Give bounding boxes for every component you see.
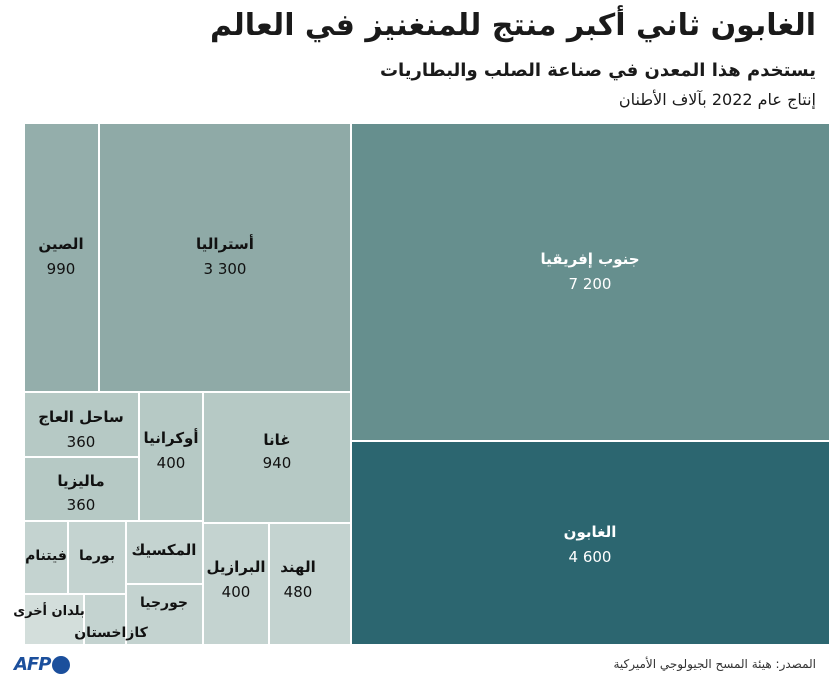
treemap-value-brazil: 400 (222, 583, 251, 601)
logo-dot-icon (52, 655, 71, 674)
treemap-cell-australia (98, 122, 352, 393)
treemap-cell-vietnam (23, 520, 69, 595)
treemap-label-malaysia: ماليزيا (57, 472, 104, 490)
treemap-cell-burma (67, 520, 127, 595)
treemap-label-kazakhstan: كازاخستان (74, 625, 148, 641)
treemap-label-burma: بورما (79, 548, 115, 564)
treemap-cell-malaysia (23, 456, 140, 522)
treemap-value-south-africa: 7 200 (569, 275, 612, 293)
treemap-label-ghana: غانا (263, 431, 290, 449)
treemap-cell-ghana (202, 391, 352, 524)
chart-unit-label: إنتاج عام 2022 بآلاف الأطنان (618, 90, 816, 109)
page-title: الغابون ثاني أكبر منتج للمنغنيز في العال… (209, 8, 816, 43)
treemap-cell-georgia (125, 583, 204, 646)
treemap-label-australia: أستراليا (196, 234, 254, 253)
treemap-cell-china (23, 122, 100, 393)
treemap-value-malaysia: 360 (67, 496, 96, 514)
page-subtitle: يستخدم هذا المعدن في صناعة الصلب والبطار… (379, 60, 816, 81)
treemap-label-india: الهند (280, 558, 315, 576)
treemap-label-ukraine: أوكرانيا (143, 428, 198, 447)
treemap-label-mexico: المكسيك (132, 541, 197, 559)
treemap-label-gabon: الغابون (564, 523, 617, 541)
treemap-value-gabon: 4 600 (569, 548, 612, 566)
treemap-value-ghana: 940 (263, 454, 292, 472)
treemap-value-ukraine: 400 (157, 454, 186, 472)
treemap-label-brazil: البرازيل (206, 558, 265, 576)
treemap-label-ivory-coast: ساحل العاج (38, 408, 124, 426)
treemap-value-ivory-coast: 360 (67, 433, 96, 451)
afp-logo: AFP (14, 654, 71, 675)
treemap-value-china: 990 (47, 260, 76, 278)
treemap-value-australia: 3 300 (204, 260, 247, 278)
treemap-cell-other-countries (23, 593, 85, 646)
treemap-value-india: 480 (284, 583, 313, 601)
source-note: المصدر: هيئة المسح الجيولوجي الأميركية (613, 657, 816, 671)
treemap-cell-india (268, 522, 352, 646)
treemap-label-vietnam: فيتنام (25, 548, 67, 564)
treemap-label-south-africa: جنوب إفريقيا (540, 250, 639, 268)
treemap-label-georgia: جورجيا (140, 595, 188, 611)
treemap-cell-brazil (202, 522, 270, 646)
treemap-cell-gabon (350, 440, 830, 646)
logo-text: AFP (14, 654, 51, 675)
treemap-cell-ukraine (138, 391, 204, 522)
treemap-label-other-countries: بلدان أخرى (13, 602, 85, 619)
treemap-label-china: الصين (38, 235, 83, 253)
treemap-cell-ivory-coast (23, 391, 140, 458)
